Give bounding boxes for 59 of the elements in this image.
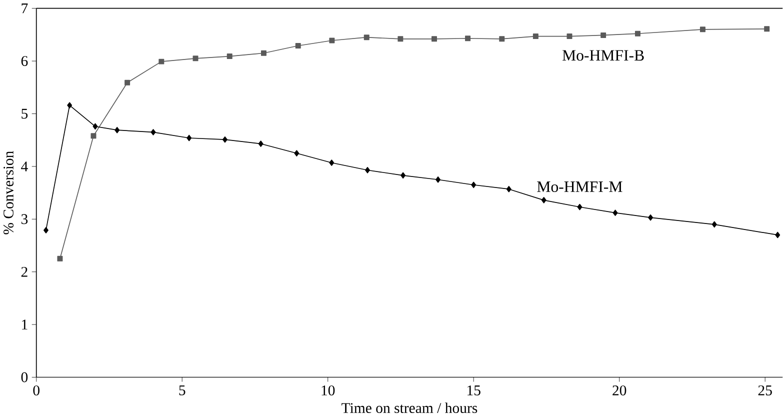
series-label: Mo-HMFI-B — [562, 50, 644, 61]
point — [432, 36, 437, 42]
y-tick-label: 0 — [21, 372, 28, 382]
point — [67, 102, 72, 109]
point — [471, 182, 476, 188]
point — [465, 36, 471, 42]
x-tick-label: 5 — [179, 386, 186, 396]
x-tick-label: 15 — [468, 386, 480, 396]
point — [124, 80, 130, 86]
x-tick-label: 10 — [322, 386, 335, 396]
point — [295, 43, 301, 49]
point — [436, 176, 441, 183]
x-tick-label: 20 — [612, 386, 626, 396]
x-axis-title: Time on stream / hours — [342, 402, 478, 414]
point — [541, 197, 546, 204]
point — [90, 133, 96, 139]
point — [260, 50, 266, 56]
point — [114, 127, 120, 134]
y-tick-label: 6 — [21, 56, 28, 66]
point — [600, 32, 606, 38]
point — [400, 172, 406, 179]
point — [92, 123, 98, 130]
point — [712, 221, 717, 228]
point — [258, 140, 264, 148]
point — [329, 160, 334, 166]
point — [700, 26, 706, 32]
x-tick-label: 25 — [758, 386, 772, 396]
y-axis-title: % Conversion — [4, 151, 14, 235]
point — [634, 31, 640, 37]
point — [192, 56, 198, 62]
y-tick-label: 5 — [22, 109, 28, 119]
point — [364, 34, 370, 40]
point — [186, 135, 192, 142]
point — [329, 38, 335, 44]
point — [398, 36, 404, 42]
point — [532, 34, 538, 40]
point — [57, 256, 63, 262]
x-tick-label: 0 — [33, 386, 40, 396]
point — [226, 54, 232, 60]
point — [577, 204, 582, 210]
point — [506, 186, 512, 192]
point — [499, 36, 505, 42]
series-label: Mo-HMFI-M — [537, 182, 622, 192]
point — [365, 167, 370, 174]
point — [150, 129, 156, 136]
point — [294, 150, 300, 157]
y-tick-label: 1 — [22, 320, 28, 330]
point — [222, 136, 228, 143]
y-tick-label: 7 — [22, 4, 28, 14]
y-tick-label: 4 — [21, 162, 28, 172]
point — [612, 210, 618, 216]
point — [648, 214, 654, 221]
point — [764, 26, 770, 32]
y-tick-label: 3 — [21, 214, 28, 224]
point — [44, 227, 48, 234]
point — [566, 34, 572, 40]
y-tick-label: 2 — [21, 267, 28, 277]
point — [158, 59, 164, 65]
point — [775, 232, 780, 238]
